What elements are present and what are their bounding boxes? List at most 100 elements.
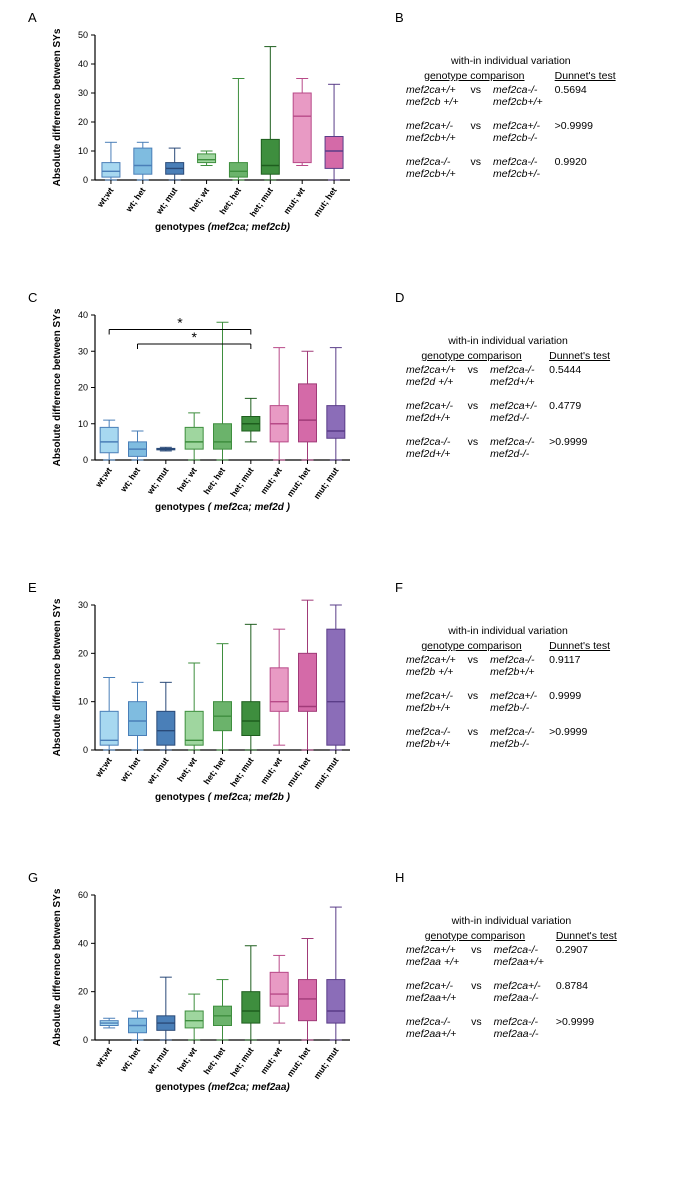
- xtick-label: wt; mut: [144, 755, 170, 786]
- box: [157, 711, 175, 745]
- genotype-right: mef2ca-/-mef2aa-/-: [494, 1016, 539, 1040]
- genotype-left: mef2ca+/-mef2cb+/+: [406, 120, 456, 144]
- box: [270, 972, 288, 1006]
- xtick-label: wt; mut: [144, 1045, 170, 1076]
- xtick-label: mut; mut: [311, 465, 340, 501]
- ytick-label: 0: [83, 175, 88, 185]
- col-genotype: genotype comparison: [425, 930, 525, 942]
- stats-table-F: with-in individual variationgenotype com…: [400, 595, 616, 751]
- ytick-label: 0: [83, 1035, 88, 1045]
- vs-label: vs: [465, 1015, 488, 1041]
- box: [261, 139, 279, 174]
- boxplot-C: 010203040Absolute difference between SYs…: [40, 305, 370, 560]
- xtick-label: het; het: [201, 1045, 227, 1076]
- col-test: Dunnet's test: [549, 350, 610, 362]
- x-axis-label: genotypes ( mef2ca; mef2b ): [155, 792, 291, 803]
- xtick-label: wt; mut: [153, 185, 179, 216]
- table-title: with-in individual variation: [400, 625, 616, 637]
- xtick-label: wt; het: [123, 185, 148, 214]
- genotype-left: mef2ca+/-mef2b+/+: [406, 690, 453, 714]
- table-panel-D: with-in individual variationgenotype com…: [400, 305, 616, 461]
- ytick-label: 30: [78, 346, 88, 356]
- col-genotype: genotype comparison: [424, 70, 524, 82]
- ytick-label: 20: [78, 117, 88, 127]
- xtick-label: mut; wt: [281, 185, 307, 216]
- genotype-left: mef2ca-/-mef2b+/+: [406, 726, 450, 750]
- y-axis-label: Absolute difference between SYs: [52, 598, 63, 756]
- chart-panel-G: 0204060Absolute difference between SYswt…: [40, 885, 370, 1145]
- box: [242, 702, 260, 736]
- vs-label: vs: [462, 689, 485, 715]
- xtick-label: het; mut: [228, 1045, 256, 1078]
- ytick-label: 0: [83, 745, 88, 755]
- panel-label-A: A: [28, 10, 37, 25]
- xtick-label: het; het: [217, 185, 243, 216]
- table-row: mef2ca+/-mef2b+/+vsmef2ca+/-mef2b-/-0.99…: [400, 689, 616, 715]
- xtick-label: mut; het: [285, 1045, 313, 1078]
- col-test: Dunnet's test: [549, 640, 610, 652]
- p-value: 0.4779: [543, 399, 616, 425]
- table-row: mef2ca-/-mef2aa+/+vsmef2ca-/-mef2aa-/->0…: [400, 1015, 623, 1041]
- xtick-label: het; het: [201, 755, 227, 786]
- ytick-label: 40: [78, 938, 88, 948]
- panel-label-F: F: [395, 580, 403, 595]
- box: [299, 384, 317, 442]
- genotype-left: mef2ca+/+mef2cb +/+: [406, 84, 459, 108]
- x-axis-label: genotypes (mef2ca; mef2aa): [155, 1082, 290, 1093]
- genotype-left: mef2ca+/+mef2d +/+: [406, 364, 456, 388]
- p-value: 0.5444: [543, 363, 616, 389]
- xtick-label: mut; het: [285, 755, 313, 788]
- ytick-label: 20: [78, 987, 88, 997]
- table-row: mef2ca+/+mef2b +/+vsmef2ca-/-mef2b+/+0.9…: [400, 653, 616, 679]
- vs-label: vs: [462, 653, 485, 679]
- p-value: 0.9920: [549, 155, 622, 181]
- xtick-label: wt;wt: [93, 465, 114, 489]
- chart-panel-E: 0102030Absolute difference between SYswt…: [40, 595, 370, 855]
- boxplot-G: 0204060Absolute difference between SYswt…: [40, 885, 370, 1140]
- panel-label-C: C: [28, 290, 37, 305]
- genotype-left: mef2ca+/+mef2aa +/+: [406, 944, 459, 968]
- xtick-label: mut; het: [285, 465, 313, 498]
- panel-label-D: D: [395, 290, 404, 305]
- x-axis-label: genotypes (mef2ca; mef2cb): [155, 222, 291, 233]
- box: [293, 93, 311, 163]
- table-row: mef2ca+/+mef2cb +/+vsmef2ca-/-mef2cb+/+0…: [400, 83, 622, 109]
- x-axis-label: genotypes ( mef2ca; mef2d ): [155, 502, 291, 513]
- vs-label: vs: [465, 943, 488, 969]
- box: [214, 424, 232, 449]
- table-row: mef2ca+/-mef2cb+/+vsmef2ca+/-mef2cb-/->0…: [400, 119, 622, 145]
- xtick-label: het; mut: [228, 755, 256, 788]
- xtick-label: het; wt: [175, 755, 199, 783]
- genotype-right: mef2ca+/-mef2b-/-: [490, 690, 537, 714]
- xtick-label: mut; wt: [258, 1045, 284, 1076]
- vs-label: vs: [465, 83, 488, 109]
- box: [102, 163, 120, 178]
- box: [185, 427, 203, 449]
- boxplot-E: 0102030Absolute difference between SYswt…: [40, 595, 370, 850]
- sig-marker: *: [191, 329, 197, 345]
- vs-label: vs: [462, 363, 485, 389]
- panel-label-E: E: [28, 580, 37, 595]
- vs-label: vs: [465, 119, 488, 145]
- table-title: with-in individual variation: [400, 915, 623, 927]
- xtick-label: wt; het: [118, 755, 143, 784]
- p-value: >0.9999: [550, 1015, 623, 1041]
- ytick-label: 10: [78, 419, 88, 429]
- box: [100, 427, 118, 452]
- box: [325, 137, 343, 169]
- table-row: mef2ca+/-mef2d+/+vsmef2ca+/-mef2d-/-0.47…: [400, 399, 616, 425]
- genotype-right: mef2ca-/-mef2aa+/+: [494, 944, 544, 968]
- table-row: mef2ca+/+mef2d +/+vsmef2ca-/-mef2d+/+0.5…: [400, 363, 616, 389]
- p-value: 0.5694: [549, 83, 622, 109]
- boxplot-A: 01020304050Absolute difference between S…: [40, 25, 370, 280]
- stats-table-D: with-in individual variationgenotype com…: [400, 305, 616, 461]
- xtick-label: wt; het: [118, 1045, 143, 1074]
- xtick-label: wt;wt: [94, 185, 115, 209]
- table-panel-B: with-in individual variationgenotype com…: [400, 25, 622, 181]
- ytick-label: 50: [78, 30, 88, 40]
- table-row: mef2ca-/-mef2b+/+vsmef2ca-/-mef2b-/->0.9…: [400, 725, 616, 751]
- stats-table-B: with-in individual variationgenotype com…: [400, 25, 622, 181]
- col-genotype: genotype comparison: [421, 350, 521, 362]
- box: [327, 406, 345, 439]
- vs-label: vs: [462, 725, 485, 751]
